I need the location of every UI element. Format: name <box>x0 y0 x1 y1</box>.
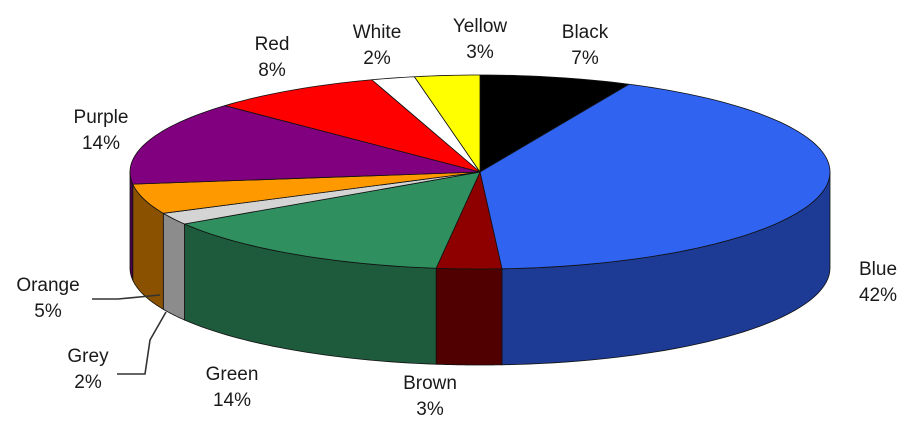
label-red: Red 8% <box>255 34 290 81</box>
label-name: Purple <box>74 107 129 128</box>
pie-slice-white <box>371 76 481 173</box>
label-percent: 2% <box>363 48 391 69</box>
pie-slice-red <box>224 79 481 173</box>
label-percent: 5% <box>34 301 62 322</box>
label-name: Blue <box>859 259 897 280</box>
label-percent: 3% <box>416 399 444 420</box>
pie-slice-black <box>479 74 630 173</box>
label-percent: 42% <box>859 285 897 306</box>
label-white: White 2% <box>353 22 402 69</box>
label-percent: 14% <box>82 133 120 154</box>
pie-side-walls <box>129 171 831 366</box>
label-percent: 2% <box>74 372 102 393</box>
pie-slice-purple <box>129 105 481 185</box>
label-grey: Grey 2% <box>67 346 109 393</box>
leader-line-grey <box>117 311 167 375</box>
label-name: Grey <box>67 346 109 367</box>
pie-side-grey <box>162 212 185 321</box>
label-name: Red <box>255 34 290 55</box>
leader-line-orange <box>92 294 161 300</box>
pie-side-purple <box>129 172 134 281</box>
label-percent: 7% <box>571 48 599 69</box>
label-orange: Orange 5% <box>16 275 79 322</box>
label-green: Green 14% <box>206 364 259 411</box>
pie-top-faces <box>129 74 831 270</box>
label-percent: 8% <box>258 60 286 81</box>
pie-side-brown <box>435 267 503 366</box>
pie-slice-grey <box>162 171 481 225</box>
label-yellow: Yellow 3% <box>453 16 508 63</box>
pie-labels: Black 7% Blue 42% Brown 3% Green 14% Grey 2% Orang… <box>16 16 897 420</box>
label-percent: 14% <box>213 390 251 411</box>
label-name: Black <box>562 22 609 43</box>
label-brown: Brown 3% <box>403 373 457 420</box>
label-name: Green <box>206 364 259 385</box>
pie-slice-brown <box>435 171 503 270</box>
pie-slice-orange <box>132 171 481 214</box>
label-purple: Purple 14% <box>74 107 129 154</box>
label-name: Yellow <box>453 16 508 37</box>
pie-slice-yellow <box>414 74 481 173</box>
pie-slice-blue <box>479 83 831 270</box>
pie-slice-green <box>184 171 481 269</box>
label-name: Orange <box>16 275 79 296</box>
label-blue: Blue 42% <box>859 259 897 306</box>
label-name: White <box>353 22 402 43</box>
label-black: Black 7% <box>562 22 609 69</box>
label-name: Brown <box>403 373 457 394</box>
label-percent: 3% <box>466 42 494 63</box>
